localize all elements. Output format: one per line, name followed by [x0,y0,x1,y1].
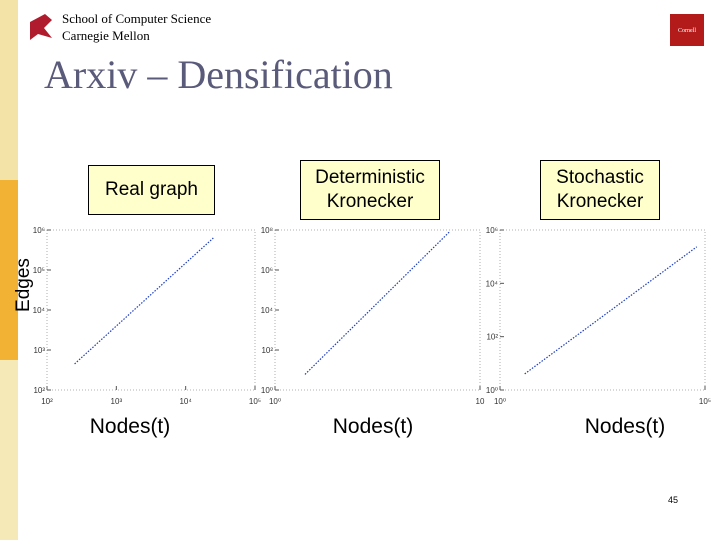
university-name: Carnegie Mellon [62,28,150,43]
plot-frame [499,229,706,391]
x-tick-label: 10⁰ [494,397,506,406]
y-tick-label: 10⁴ [33,306,46,315]
y-tick-label: 10² [33,386,45,395]
y-tick-label: 10⁶ [486,226,498,235]
x-axis-label: Nodes(t) [333,415,414,438]
plot-frame [46,229,256,391]
side-band [0,360,18,540]
cmu-logo [30,14,52,40]
x-tick-label: 10² [41,397,53,406]
y-axis-label: Edges [13,258,34,312]
panel-title: Deterministic Kronecker [300,160,440,220]
data-line [524,246,698,375]
panel-title: Stochastic Kronecker [540,160,660,220]
x-axis-label: Nodes(t) [585,415,666,438]
x-axis-label: Nodes(t) [90,415,171,438]
y-tick-label: 10⁵ [33,266,45,275]
data-line [304,230,451,375]
plot-frame [274,229,481,391]
y-tick-label: 10² [261,346,273,355]
school-name: School of Computer Science [62,11,211,26]
y-tick-label: 10⁰ [261,386,273,395]
data-line [74,237,214,365]
x-tick-label: 10⁴ [179,397,192,406]
y-tick-label: 10³ [33,346,45,355]
x-tick-label: 10⁵ [699,397,711,406]
y-tick-label: 10⁴ [261,306,274,315]
panel-title: Real graph [88,165,215,215]
slide-title: Arxiv – Densification [44,52,393,97]
x-tick-label: 10⁵ [249,397,261,406]
y-tick-label: 10⁶ [33,226,45,235]
cornell-logo-text: Cornell [678,28,696,34]
y-tick-label: 10² [486,333,498,342]
x-tick-label: 10³ [111,397,123,406]
cornell-logo [670,14,704,46]
side-band [0,0,18,180]
page-number: 45 [668,495,678,505]
y-tick-label: 10⁰ [486,386,498,395]
x-tick-label: 10 [476,397,485,406]
y-tick-label: 10⁸ [261,226,273,235]
y-tick-label: 10⁶ [261,266,273,275]
side-band [0,180,18,360]
x-tick-label: 10⁰ [269,397,281,406]
y-tick-label: 10⁴ [486,279,499,288]
